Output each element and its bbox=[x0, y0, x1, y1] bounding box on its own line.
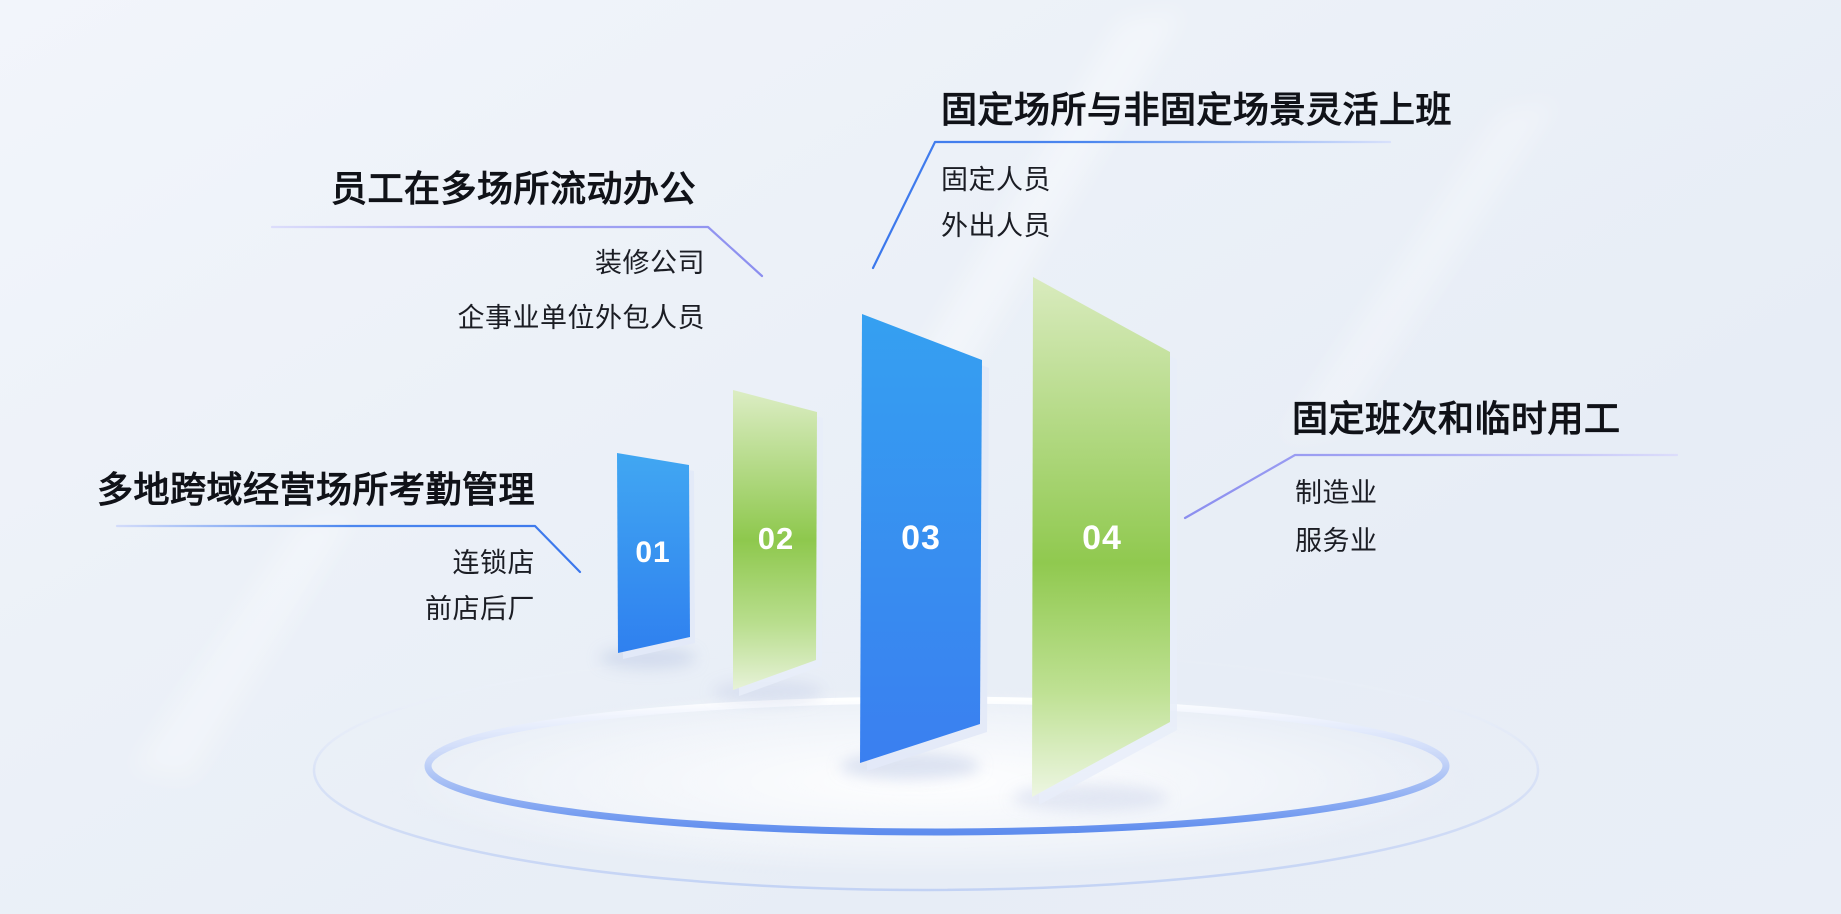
connector-line-03 bbox=[871, 140, 1392, 270]
connector-line-02 bbox=[270, 225, 764, 278]
connector-line-01 bbox=[115, 524, 582, 574]
bg-streak bbox=[1280, 100, 1560, 440]
group-01-item-2: 前店后厂 bbox=[425, 594, 535, 624]
panel-02-number: 02 bbox=[758, 521, 794, 556]
panel-02-face bbox=[733, 390, 817, 690]
panel-01-number: 01 bbox=[635, 536, 670, 569]
group-02-item-1: 装修公司 bbox=[595, 248, 705, 278]
group-04-item-1: 制造业 bbox=[1295, 478, 1378, 508]
bg-streak bbox=[885, 10, 1185, 410]
bg-streaks bbox=[130, 10, 1560, 780]
panel-03-face bbox=[860, 314, 982, 763]
group-04-title: 固定班次和临时用工 bbox=[1292, 398, 1621, 439]
platform-glow bbox=[385, 686, 1475, 878]
group-03-title: 固定场所与非固定场景灵活上班 bbox=[941, 89, 1453, 130]
group-02-item-2: 企事业单位外包人员 bbox=[457, 303, 705, 333]
group-03-item-1: 固定人员 bbox=[941, 165, 1051, 195]
group-02-title: 员工在多场所流动办公 bbox=[331, 168, 697, 209]
panel-04-face bbox=[1032, 277, 1170, 797]
group-04-item-2: 服务业 bbox=[1295, 526, 1378, 556]
panel-03-number: 03 bbox=[901, 519, 941, 557]
group-01-item-1: 连锁店 bbox=[452, 548, 535, 578]
panel-04-number: 04 bbox=[1082, 519, 1122, 557]
panel-02: 02 bbox=[733, 390, 823, 696]
group-01-title: 多地跨域经营场所考勤管理 bbox=[97, 469, 536, 510]
panel-01: 01 bbox=[617, 453, 695, 659]
group-03-item-2: 外出人员 bbox=[941, 211, 1051, 241]
panel-03: 03 bbox=[860, 314, 989, 771]
bg-streak bbox=[130, 510, 360, 780]
connector-line-04 bbox=[1183, 453, 1679, 520]
panel-04: 04 bbox=[1032, 277, 1177, 805]
panel-01-face bbox=[617, 453, 690, 653]
